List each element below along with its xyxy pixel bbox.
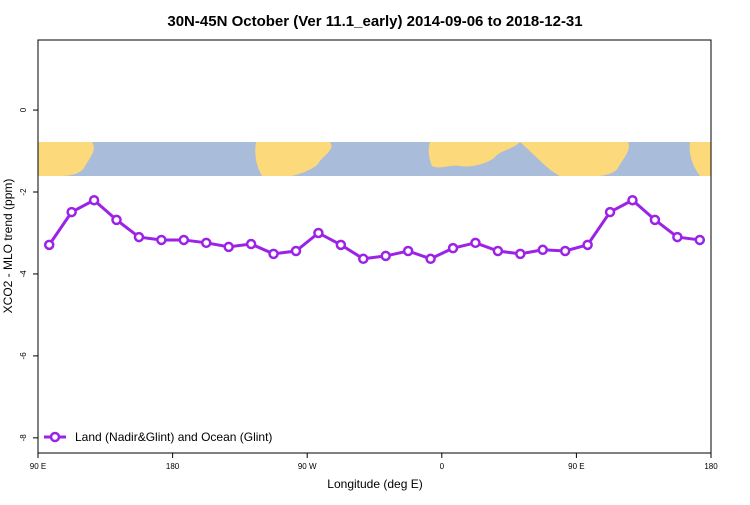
data-point bbox=[335, 239, 347, 251]
data-point bbox=[178, 234, 190, 246]
legend-marker bbox=[49, 431, 61, 443]
data-point bbox=[672, 231, 683, 243]
y-tick-label: -2 bbox=[19, 188, 28, 196]
data-point bbox=[66, 206, 77, 218]
map-band bbox=[38, 142, 711, 176]
data-point bbox=[515, 248, 526, 260]
legend-label: Land (Nadir&Glint) and Ocean (Glint) bbox=[75, 430, 272, 444]
x-tick-label: 90 E bbox=[568, 462, 584, 471]
data-point bbox=[402, 245, 414, 257]
data-point bbox=[537, 244, 548, 256]
y-tick-label: 0 bbox=[19, 107, 28, 112]
y-tick-label: -8 bbox=[19, 434, 28, 442]
y-tick-label: -4 bbox=[19, 270, 28, 278]
data-point bbox=[156, 234, 167, 246]
data-point bbox=[223, 241, 234, 253]
y-tick-label: -6 bbox=[19, 352, 28, 360]
data-point bbox=[492, 245, 504, 257]
data-point bbox=[447, 242, 459, 254]
data-point bbox=[649, 214, 661, 226]
data-point bbox=[111, 214, 122, 226]
data-point bbox=[425, 253, 436, 265]
data-point bbox=[245, 238, 257, 250]
data-point bbox=[380, 250, 391, 262]
data-point bbox=[290, 245, 302, 257]
x-axis-label: Longitude (deg E) bbox=[327, 477, 422, 491]
x-tick-label: 180 bbox=[166, 462, 180, 471]
data-point bbox=[268, 248, 279, 260]
data-point bbox=[559, 245, 571, 257]
data-point bbox=[694, 234, 706, 246]
x-tick-label: 0 bbox=[440, 462, 445, 471]
x-tick-label: 180 bbox=[704, 462, 718, 471]
data-point bbox=[43, 239, 55, 251]
data-point bbox=[358, 253, 369, 265]
x-tick-label: 90 E bbox=[30, 462, 46, 471]
chart-title: 30N-45N October (Ver 11.1_early) 2014-09… bbox=[167, 13, 582, 30]
data-point bbox=[313, 227, 324, 239]
data-point bbox=[604, 206, 616, 218]
data-point bbox=[627, 194, 638, 206]
x-tick-label: 90 W bbox=[298, 462, 317, 471]
data-point bbox=[88, 194, 100, 206]
plot-frame bbox=[37, 39, 712, 454]
data-point bbox=[582, 239, 593, 251]
data-point bbox=[133, 231, 145, 243]
data-point bbox=[201, 237, 212, 249]
data-point bbox=[470, 237, 481, 249]
y-axis-label: XCO2 - MLO trend (ppm) bbox=[1, 179, 15, 314]
data-line bbox=[47, 198, 700, 261]
